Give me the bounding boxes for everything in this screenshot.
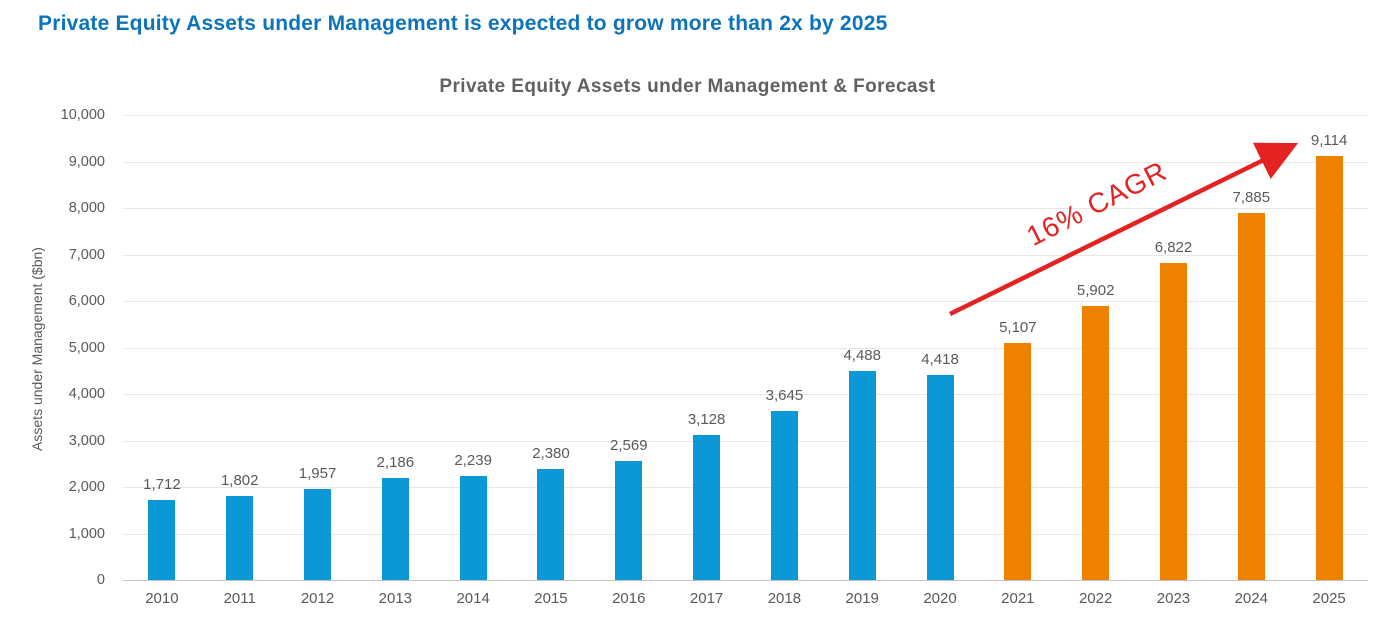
historical-bar-2014 — [459, 475, 487, 580]
bar-value-label: 2,569 — [610, 436, 648, 454]
x-tick-label: 2015 — [534, 590, 568, 607]
gridline — [123, 533, 1368, 535]
bar-value-label: 5,107 — [999, 318, 1037, 336]
gridline — [123, 115, 1368, 116]
historical-bar-2018 — [770, 410, 798, 580]
historical-bar-2011 — [226, 496, 254, 580]
y-tick-label: 1,000 — [68, 525, 105, 542]
y-tick-label: 0 — [96, 572, 105, 588]
bar-value-label: 4,488 — [843, 347, 881, 365]
gridline — [123, 161, 1368, 163]
bar-value-label: 2,380 — [532, 445, 570, 463]
historical-bar-2016 — [615, 460, 643, 580]
forecast-bar-2022 — [1082, 305, 1110, 580]
bar-value-label: 5,902 — [1076, 281, 1115, 299]
x-tick-label: 2024 — [1234, 590, 1268, 607]
x-tick-label: 2010 — [145, 590, 179, 607]
x-tick-label: 2021 — [1001, 590, 1035, 607]
y-tick-label: 3,000 — [68, 432, 105, 449]
bar-value-label: 2,239 — [454, 451, 492, 469]
historical-bar-2012 — [304, 489, 332, 580]
forecast-bar-2021 — [1004, 342, 1032, 580]
x-axis-tick-labels: 2010 2011 2012 2013 2014 2015 2016 2017 2018 2019… — [123, 590, 1368, 614]
bar-value-label: 1,802 — [220, 472, 259, 490]
historical-bar-2015 — [537, 469, 565, 580]
plot-area: 1,712 1,802 1,957 2,186 2,239 2,380 2,569 3,128… — [123, 115, 1368, 581]
x-tick-label: 2012 — [300, 590, 335, 607]
bar-value-label: 9,114 — [1310, 132, 1348, 150]
bar-value-label: 2,186 — [376, 454, 415, 472]
historical-bar-2010 — [148, 500, 176, 580]
gridline — [123, 347, 1368, 349]
y-tick-label: 5,000 — [68, 339, 105, 356]
y-tick-label: 7,000 — [68, 246, 105, 263]
historical-bar-2017 — [693, 434, 721, 580]
y-tick-label: 8,000 — [68, 200, 105, 216]
x-tick-label: 2017 — [689, 590, 724, 607]
x-tick-label: 2025 — [1312, 590, 1346, 607]
y-tick-label: 2,000 — [68, 479, 105, 495]
chart-title: Private Equity Assets under Management &… — [439, 76, 936, 97]
x-axis-baseline — [123, 580, 1368, 581]
y-tick-label: 4,000 — [68, 386, 105, 402]
y-axis-tick-labels: 0 1,000 2,000 3,000 4,000 5,000 6,000 7,000 8,00… — [0, 107, 105, 588]
bar-value-label: 1,712 — [143, 476, 181, 494]
forecast-bar-2025 — [1315, 156, 1343, 580]
forecast-bar-2023 — [1159, 262, 1187, 580]
x-tick-label: 2014 — [456, 590, 490, 607]
y-tick-label: 9,000 — [68, 153, 105, 170]
gridline — [123, 208, 1368, 209]
y-tick-label: 6,000 — [68, 293, 105, 309]
x-tick-label: 2018 — [767, 590, 802, 607]
historical-bar-2013 — [381, 478, 409, 580]
gridline — [123, 394, 1368, 395]
x-tick-label: 2022 — [1078, 590, 1113, 607]
historical-bar-2019 — [848, 371, 876, 580]
gridline — [123, 254, 1368, 256]
bar-value-label: 3,128 — [687, 410, 726, 428]
gridline — [123, 440, 1368, 442]
x-tick-label: 2023 — [1156, 590, 1191, 607]
y-tick-label: 10,000 — [60, 107, 105, 123]
gridline — [123, 301, 1368, 302]
page-headline: Private Equity Assets under Management i… — [38, 12, 888, 35]
bar-value-label: 3,645 — [765, 386, 804, 404]
x-tick-label: 2011 — [223, 590, 256, 607]
bar-value-label: 6,822 — [1154, 238, 1193, 256]
x-tick-label: 2020 — [923, 590, 957, 607]
bar-value-label: 7,885 — [1232, 189, 1271, 207]
x-tick-label: 2016 — [612, 590, 646, 607]
x-tick-label: 2013 — [378, 590, 413, 607]
bar-value-label: 1,957 — [298, 465, 337, 482]
x-tick-label: 2019 — [845, 590, 879, 607]
forecast-bar-2024 — [1237, 213, 1265, 580]
bar-value-label: 4,418 — [921, 350, 959, 368]
gridline — [123, 487, 1368, 488]
historical-bar-2020 — [926, 374, 954, 580]
